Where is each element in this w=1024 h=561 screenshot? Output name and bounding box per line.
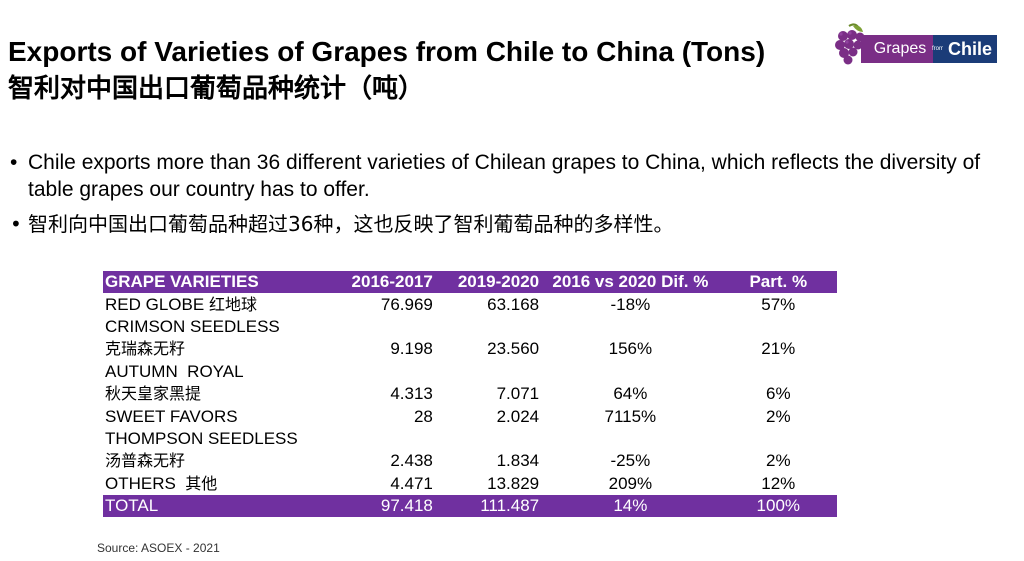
variety-name-zh: 红地球 (208, 294, 257, 314)
value-difference: 156% (608, 339, 653, 359)
bullet-marker: • (10, 212, 22, 236)
table-header-row: GRAPE VARIETIES 2016-2017 2019-2020 2016… (103, 271, 837, 294)
grape-exports-table: GRAPE VARIETIES 2016-2017 2019-2020 2016… (103, 271, 837, 518)
table-row: THOMPSON SEEDLESS (103, 428, 837, 450)
total-2016-2017: 97.418 (335, 494, 435, 518)
header-varieties: GRAPE VARIETIES (103, 271, 336, 294)
header-2019-2020: 2019-2020 (434, 271, 542, 294)
variety-name-en: THOMPSON SEEDLESS (105, 428, 298, 448)
total-label: TOTAL (103, 494, 336, 518)
value-participation: 21% (761, 339, 796, 359)
source-note: Source: ASOEX - 2021 (97, 541, 220, 555)
value-2016-2017: 4.313 (390, 384, 433, 404)
table-row: CRIMSON SEEDLESS (103, 316, 837, 338)
bullet-item-chinese: • 智利向中国出口葡萄品种超过36种，这也反映了智利葡萄品种的多样性。 (10, 211, 1000, 238)
bullet-list: • Chile exports more than 36 different v… (10, 149, 1000, 246)
table-row-continued: 克瑞森无籽 9.198 23.560 156% 21% (103, 338, 837, 360)
table-row-continued: 秋天皇家黑提 4.313 7.071 64% 6% (103, 383, 837, 405)
header-difference: 2016 vs 2020 Dif. % (541, 271, 720, 294)
variety-name-en: RED GLOBE (105, 294, 205, 314)
value-participation: 2% (766, 451, 791, 471)
table-row: RED GLOBE 红地球 76.969 63.168 -18% 57% (103, 293, 837, 315)
title-block: Exports of Varieties of Grapes from Chil… (8, 34, 765, 108)
value-2019-2020: 13.829 (487, 473, 540, 493)
grape-cluster-icon (835, 23, 865, 65)
table-row: OTHERS 其他 4.471 13.829 209% 12% (103, 473, 837, 495)
value-2019-2020: 1.834 (496, 451, 540, 471)
total-participation: 100% (719, 494, 837, 518)
value-2019-2020: 63.168 (487, 294, 540, 314)
logo-text-chile: Chile (943, 35, 997, 63)
bullet-item-english: • Chile exports more than 36 different v… (10, 149, 1000, 203)
total-difference: 14% (541, 494, 720, 518)
variety-name-zh: 克瑞森无籽 (105, 339, 186, 359)
variety-name-zh: 汤普森无籽 (105, 451, 186, 471)
variety-name: RED GLOBE 红地球 (103, 293, 336, 315)
table-row: AUTUMN ROYAL (103, 361, 837, 383)
value-difference: -25% (610, 451, 651, 471)
page-title: Exports of Varieties of Grapes from Chil… (8, 36, 766, 67)
table-row: SWEET FAVORS 28 2.024 7115% 2% (103, 405, 837, 427)
variety-name-en: CRIMSON SEEDLESS (105, 316, 280, 336)
bullet-marker: • (10, 151, 18, 174)
value-difference: 209% (608, 473, 653, 493)
logo-wordmark: Grapes from Chile (861, 35, 997, 63)
value-participation: 2% (766, 406, 791, 426)
bullet-text: 智利向中国出口葡萄品种超过36种，这也反映了智利葡萄品种的多样性。 (28, 212, 674, 236)
variety-name-zh: 秋天皇家黑提 (105, 384, 202, 404)
header-2016-2017: 2016-2017 (335, 271, 435, 294)
value-2016-2017: 2.438 (390, 451, 433, 471)
value-2016-2017: 76.969 (380, 294, 433, 314)
value-participation: 6% (766, 384, 791, 404)
value-2019-2020: 2.024 (496, 406, 540, 426)
page-title-chinese: 智利对中国出口葡萄品种统计（吨） (8, 74, 425, 104)
logo-text-grapes: Grapes (861, 35, 933, 63)
table-row-continued: 汤普森无籽 2.438 1.834 -25% 2% (103, 450, 837, 472)
grapes-from-chile-logo: Grapes from Chile (833, 22, 997, 66)
value-2016-2017: 28 (413, 406, 433, 426)
value-participation: 57% (761, 294, 796, 314)
variety-name-en: AUTUMN ROYAL (105, 361, 244, 381)
total-2019-2020: 111.487 (434, 494, 542, 518)
value-2019-2020: 23.560 (487, 339, 540, 359)
logo-text-from: from (932, 35, 944, 63)
variety-name: OTHERS 其他 (103, 473, 336, 495)
value-participation: 12% (761, 473, 796, 493)
value-difference: 7115% (604, 406, 657, 426)
value-difference: -18% (610, 294, 651, 314)
value-difference: 64% (613, 384, 648, 404)
variety-name-en: OTHERS (105, 473, 176, 493)
variety-name-zh: 其他 (185, 473, 218, 493)
table-total-row: TOTAL 97.418 111.487 14% 100% (103, 494, 837, 518)
value-2016-2017: 9.198 (390, 339, 433, 359)
bullet-text: Chile exports more than 36 different var… (28, 151, 981, 201)
value-2016-2017: 4.471 (390, 473, 433, 493)
value-2019-2020: 7.071 (496, 384, 540, 404)
header-participation: Part. % (719, 271, 837, 294)
variety-name-en: SWEET FAVORS (105, 406, 238, 426)
